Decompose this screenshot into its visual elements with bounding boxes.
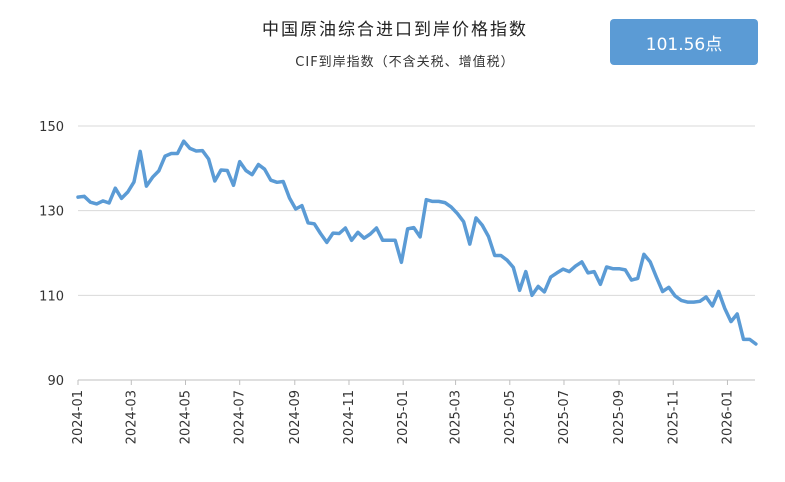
x-tick-label-2024-03: 2024-03 <box>124 390 139 444</box>
x-tick-label-2024-07: 2024-07 <box>233 390 248 444</box>
x-tick-label-2026-01: 2026-01 <box>720 390 735 444</box>
y-tick-label-110: 110 <box>39 289 64 304</box>
series-group <box>76 139 758 346</box>
y-tick-label-130: 130 <box>39 205 64 220</box>
x-tick-label-2025-03: 2025-03 <box>449 390 464 444</box>
x-tick-label-2024-05: 2024-05 <box>179 390 194 444</box>
y-tick-label-150: 150 <box>39 120 64 135</box>
x-tick-label-2025-11: 2025-11 <box>666 390 681 444</box>
series-line-0 <box>76 139 758 346</box>
current-value-badge: 101.56点 <box>610 19 758 65</box>
x-tick-label-2025-05: 2025-05 <box>503 390 518 444</box>
x-tick-label-2024-09: 2024-09 <box>288 390 303 444</box>
x-tick-label-2025-09: 2025-09 <box>612 390 627 444</box>
y-axis-ticks: 90 110 130 150 <box>39 120 64 389</box>
y-tick-label-90: 90 <box>47 374 64 389</box>
chart-subtitle: CIF到岸指数（不含关税、增值税） <box>295 55 515 70</box>
x-tick-label-2024-11: 2024-11 <box>342 390 357 444</box>
x-axis-ticks: 2024-01 2024-03 2024-05 2024-07 2024-09 2024-… <box>71 380 735 444</box>
gridlines <box>78 125 755 296</box>
x-tick-label-2025-01: 2025-01 <box>396 390 411 444</box>
chart-title: 中国原油综合进口到岸价格指数 <box>262 20 528 40</box>
x-tick-label-2024-01: 2024-01 <box>71 390 86 444</box>
x-tick-label-2025-07: 2025-07 <box>557 390 572 444</box>
